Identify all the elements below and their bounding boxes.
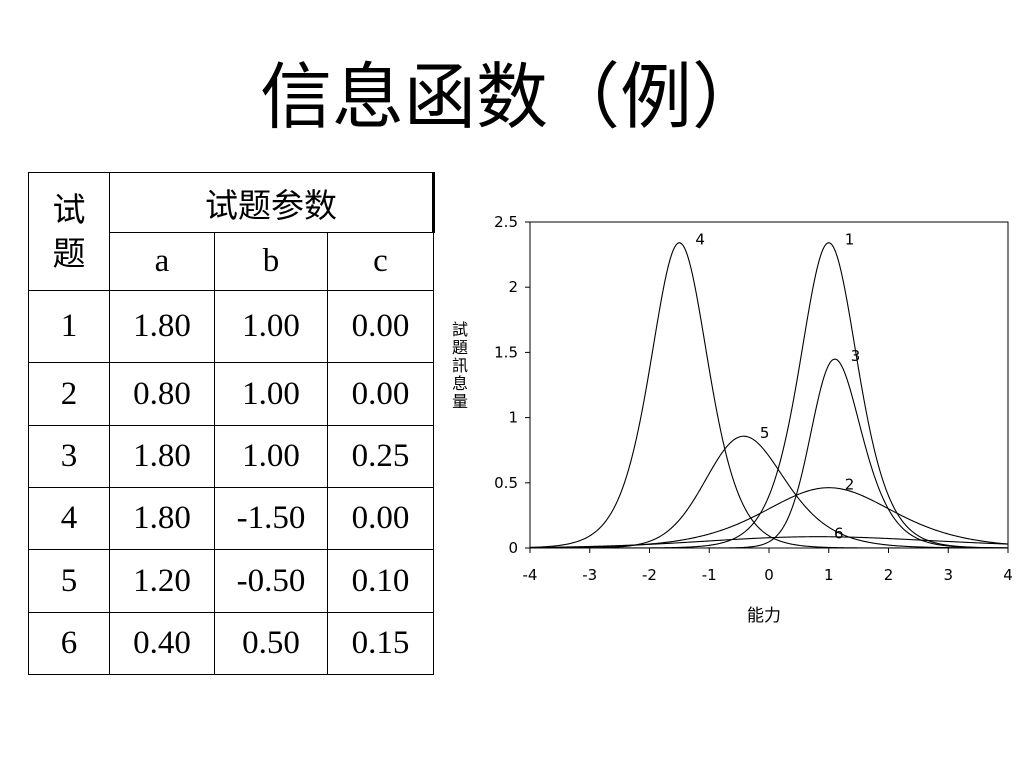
y-axis-label-char: 試 xyxy=(452,320,468,339)
cell-c: 0.10 xyxy=(327,549,434,613)
cell-c: 0.00 xyxy=(327,290,434,363)
y-tick-label: 2 xyxy=(508,278,518,296)
header-item-label: 试题 xyxy=(52,189,86,273)
x-tick-label: -1 xyxy=(702,566,717,584)
y-tick-label: 2.5 xyxy=(494,213,518,231)
cell-c: 0.00 xyxy=(327,362,434,426)
cell-c: 0.25 xyxy=(327,425,434,488)
table-row: 4 1.80 -1.50 0.00 xyxy=(28,487,434,550)
cell-b: 1.00 xyxy=(214,290,328,363)
cell-item: 4 xyxy=(28,487,110,550)
header-col-a: a xyxy=(109,232,215,291)
x-tick-label: -2 xyxy=(642,566,657,584)
table-row: 5 1.20 -0.50 0.10 xyxy=(28,549,434,613)
series-line-1 xyxy=(530,242,1008,549)
table-row: 1 1.80 1.00 0.00 xyxy=(28,290,434,363)
y-axis-label-char: 量 xyxy=(452,392,468,411)
cell-a: 1.80 xyxy=(109,425,215,488)
cell-a: 1.80 xyxy=(109,487,215,550)
cell-item: 6 xyxy=(28,612,110,675)
y-tick-label: 0 xyxy=(508,539,518,557)
y-tick-label: 1 xyxy=(508,409,518,427)
header-col-c: c xyxy=(327,232,434,291)
x-tick-label: -3 xyxy=(582,566,597,584)
item-parameter-table: 试题 试题参数 a b c 1 1.80 1.00 0.00 2 0.80 1.… xyxy=(28,172,435,675)
cell-b: 1.00 xyxy=(214,362,328,426)
y-axis-label: 試題訊息量 xyxy=(452,320,468,411)
y-tick-label: 0.5 xyxy=(494,474,518,492)
y-axis-label-char: 息 xyxy=(452,374,468,393)
x-axis-label: 能力 xyxy=(747,606,781,626)
series-label-1: 1 xyxy=(845,231,855,249)
cell-item: 1 xyxy=(28,290,110,363)
cell-b: 1.00 xyxy=(214,425,328,488)
cell-item: 2 xyxy=(28,362,110,426)
x-tick-label: 4 xyxy=(1003,566,1013,584)
information-function-chart: -4 -3 -2 -1 0 1 2 3 4 0 0.5 1 1.5 2 2.5 能力 試題訊息量 1 2 3 4 5 6 xyxy=(452,213,1013,626)
y-axis-label-char: 題 xyxy=(452,338,468,357)
x-tick-label: -4 xyxy=(523,566,538,584)
page-title: 信息函数（例） xyxy=(259,55,764,139)
x-tick-label: 0 xyxy=(764,566,774,584)
x-tick-label: 3 xyxy=(943,566,953,584)
x-tick-label: 1 xyxy=(824,566,834,584)
header-col-b: b xyxy=(214,232,328,291)
cell-b: -0.50 xyxy=(214,549,328,613)
series-line-4 xyxy=(529,242,1008,549)
plot-frame xyxy=(529,221,1009,549)
series-label-4: 4 xyxy=(695,231,705,249)
table-row: 3 1.80 1.00 0.25 xyxy=(28,425,434,488)
series-line-5 xyxy=(530,435,1008,549)
x-tick-label: 2 xyxy=(884,566,894,584)
series-line-3 xyxy=(530,358,1009,549)
series-line-6 xyxy=(529,536,1009,549)
cell-a: 0.40 xyxy=(109,612,215,675)
cell-b: 0.50 xyxy=(214,612,328,675)
cell-item: 3 xyxy=(28,425,110,488)
cell-c: 0.15 xyxy=(327,612,434,675)
series-label-3: 3 xyxy=(851,347,861,365)
series-label-5: 5 xyxy=(760,424,770,442)
cell-a: 1.20 xyxy=(109,549,215,613)
cell-c: 0.00 xyxy=(327,487,434,550)
cell-a: 1.80 xyxy=(109,290,215,363)
table-row: 6 0.40 0.50 0.15 xyxy=(28,612,434,675)
header-params: 试题参数 xyxy=(109,172,435,233)
table-row: 2 0.80 1.00 0.00 xyxy=(28,362,434,426)
cell-b: -1.50 xyxy=(214,487,328,550)
cell-a: 0.80 xyxy=(109,362,215,426)
series-label-2: 2 xyxy=(845,476,855,494)
series-label-6: 6 xyxy=(834,525,844,543)
y-axis-label-char: 訊 xyxy=(452,356,468,375)
header-item: 试题 xyxy=(28,172,110,291)
y-tick-label: 1.5 xyxy=(494,343,518,361)
cell-item: 5 xyxy=(28,549,110,613)
